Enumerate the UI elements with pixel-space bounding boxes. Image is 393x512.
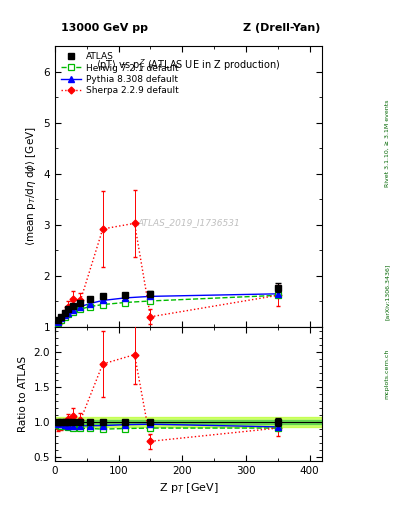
Text: $\langle$pT$\rangle$ vs p$_T^Z$ (ATLAS UE in Z production): $\langle$pT$\rangle$ vs p$_T^Z$ (ATLAS U… (96, 57, 281, 74)
Y-axis label: Ratio to ATLAS: Ratio to ATLAS (18, 356, 28, 432)
Bar (55, 417, 322, 427)
Text: ATLAS_2019_I1736531: ATLAS_2019_I1736531 (137, 219, 240, 227)
Text: [arXiv:1306.3436]: [arXiv:1306.3436] (385, 264, 389, 320)
Legend: ATLAS, Herwig 7.2.1 default, Pythia 8.308 default, Sherpa 2.2.9 default: ATLAS, Herwig 7.2.1 default, Pythia 8.30… (59, 51, 180, 97)
X-axis label: Z p$_T$ [GeV]: Z p$_T$ [GeV] (159, 481, 219, 495)
Text: mcplots.cern.ch: mcplots.cern.ch (385, 349, 389, 399)
Bar (55, 420, 322, 424)
Y-axis label: $\langle$mean p$_T$/d$\eta$ d$\phi\rangle$ [GeV]: $\langle$mean p$_T$/d$\eta$ d$\phi\rangl… (24, 126, 38, 246)
Text: 13000 GeV pp: 13000 GeV pp (61, 23, 148, 33)
Text: Rivet 3.1.10, ≥ 3.1M events: Rivet 3.1.10, ≥ 3.1M events (385, 100, 389, 187)
Text: Z (Drell-Yan): Z (Drell-Yan) (243, 23, 320, 33)
